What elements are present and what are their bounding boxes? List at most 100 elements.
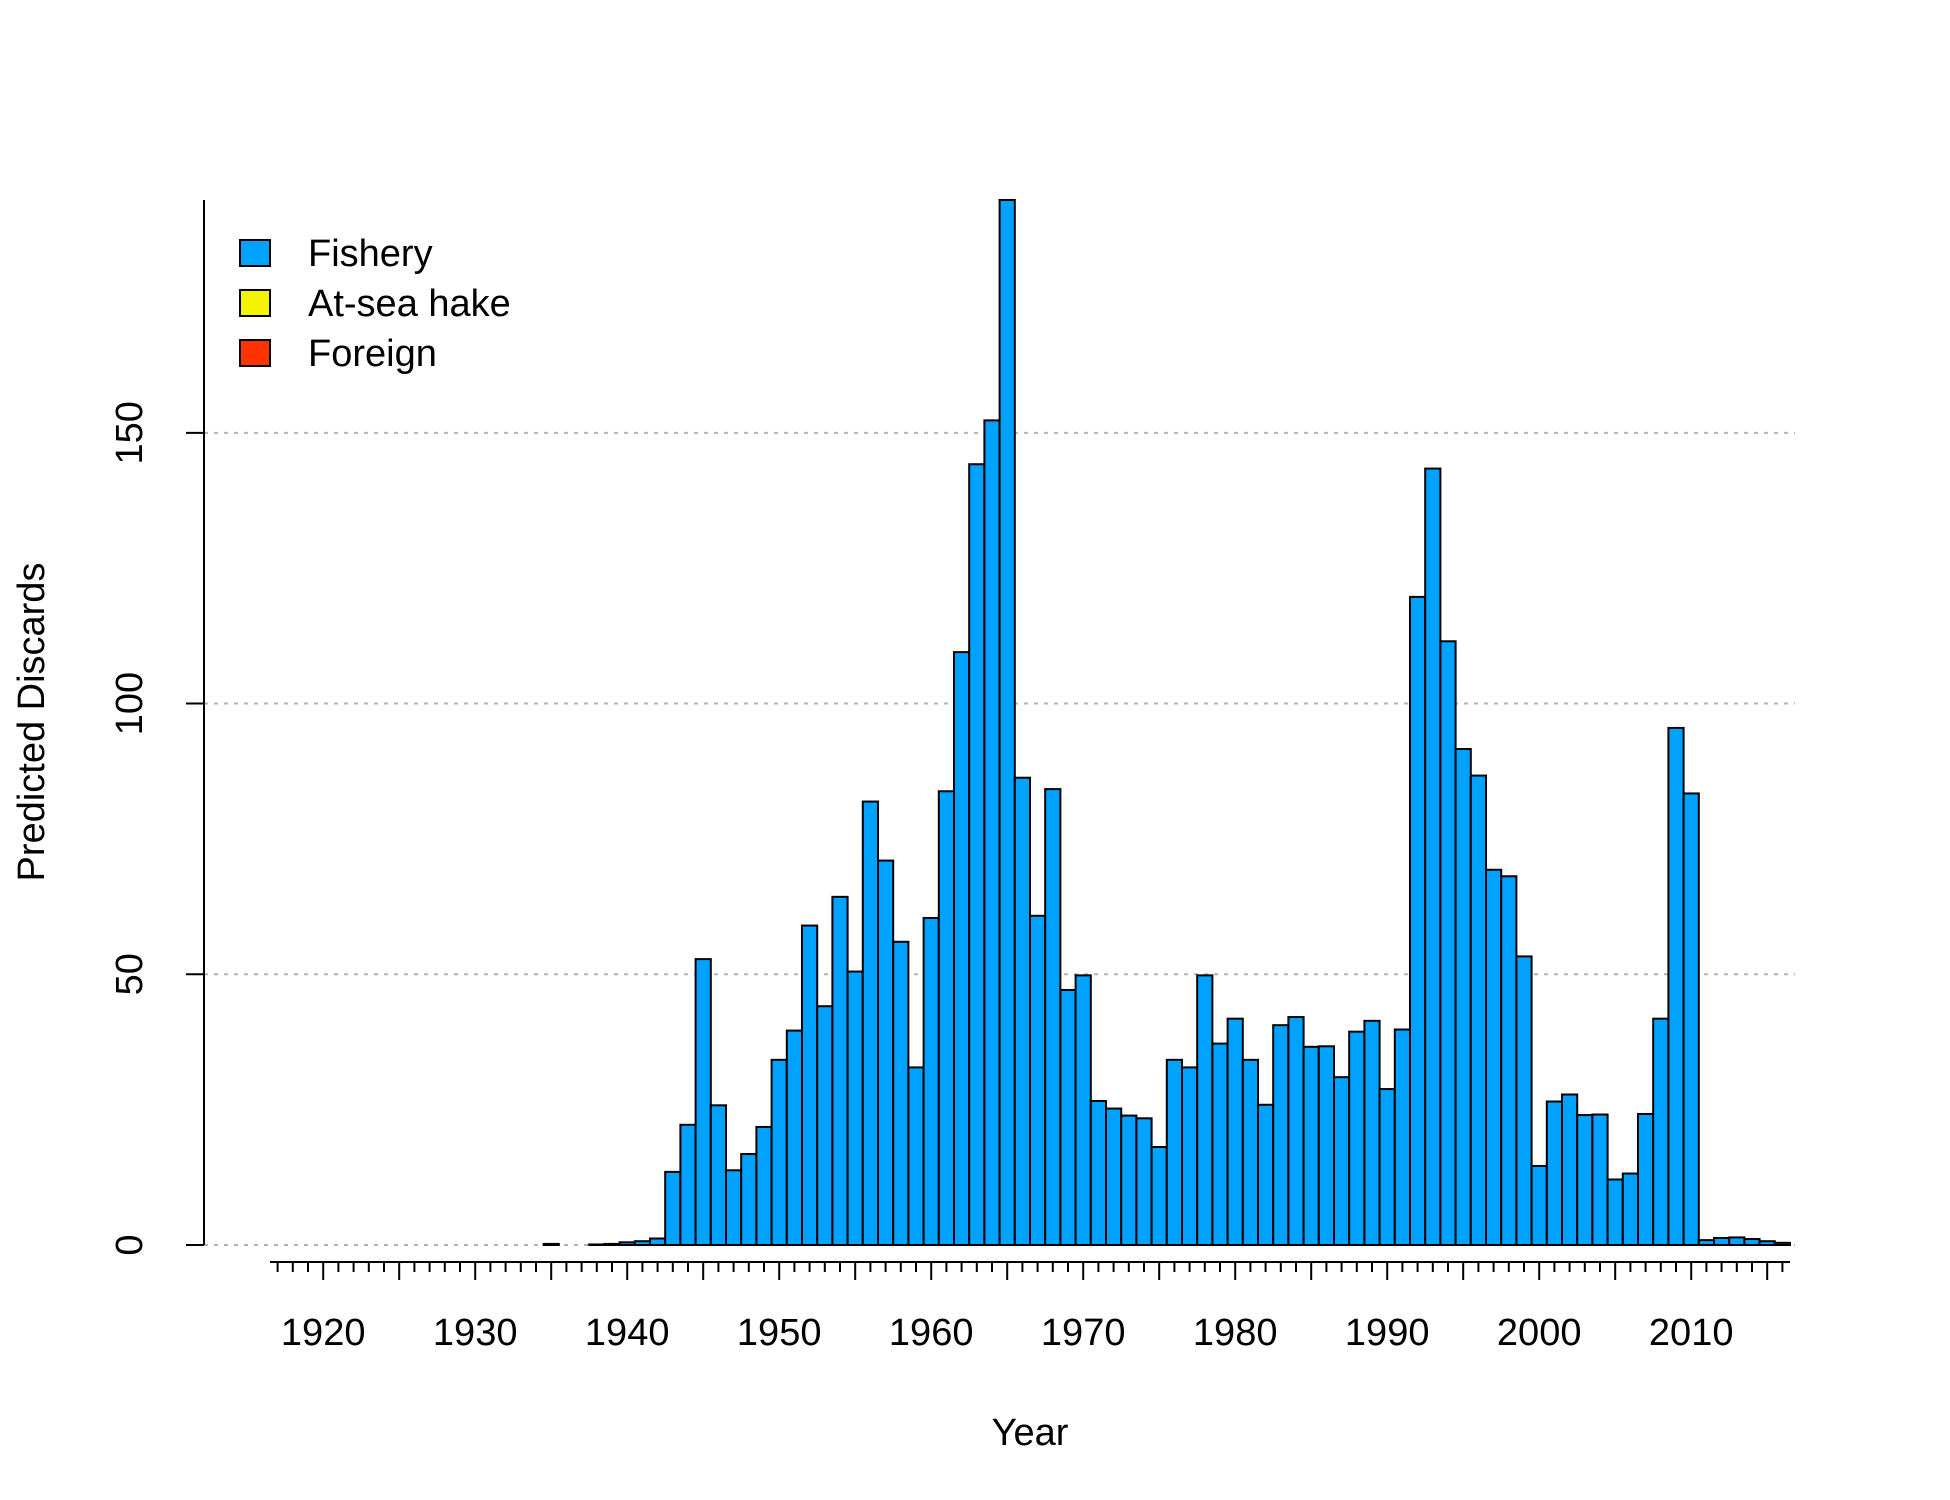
bar bbox=[1393, 1028, 1412, 1246]
bar bbox=[755, 1125, 773, 1247]
bar bbox=[1165, 1058, 1184, 1247]
y-tick-label: 0 bbox=[109, 1234, 151, 1255]
ticks: 1920 1930 1940 1950 1960 1970 1980 1990 2000 2010… bbox=[109, 401, 1784, 1354]
bar bbox=[1302, 1045, 1320, 1246]
bar bbox=[1226, 1017, 1244, 1247]
bar bbox=[1713, 1236, 1731, 1247]
x-tick-label: 1940 bbox=[585, 1312, 670, 1354]
x-axis-title: Year bbox=[992, 1412, 1069, 1454]
bar bbox=[1196, 974, 1214, 1246]
bar bbox=[1561, 1093, 1579, 1246]
bar bbox=[1758, 1240, 1776, 1246]
bar bbox=[998, 199, 1016, 1246]
bar bbox=[1515, 955, 1533, 1246]
bar bbox=[1469, 774, 1488, 1247]
bar bbox=[892, 940, 910, 1246]
x-tick-label: 1980 bbox=[1193, 1312, 1278, 1354]
bar bbox=[1120, 1114, 1138, 1246]
bar bbox=[816, 1005, 834, 1246]
bar bbox=[1317, 1045, 1336, 1247]
y-tick-label: 50 bbox=[109, 953, 151, 995]
bar bbox=[770, 1058, 788, 1247]
y-tick-label: 150 bbox=[109, 401, 151, 464]
bar bbox=[542, 1242, 560, 1247]
y-tick-label: 100 bbox=[109, 672, 151, 735]
bar bbox=[1606, 1178, 1624, 1247]
bar bbox=[1105, 1107, 1123, 1247]
bar bbox=[633, 1240, 651, 1246]
bar bbox=[1682, 792, 1700, 1246]
bar bbox=[1378, 1088, 1396, 1246]
bar bbox=[1272, 1024, 1290, 1247]
bar bbox=[1074, 974, 1092, 1246]
x-tick-label: 1970 bbox=[1041, 1312, 1126, 1354]
bar bbox=[1637, 1112, 1655, 1246]
bar bbox=[1500, 875, 1518, 1246]
bar bbox=[1333, 1076, 1351, 1247]
bar bbox=[1652, 1017, 1670, 1247]
y-axis-title: Predicted Discards bbox=[11, 563, 53, 882]
bar bbox=[1135, 1117, 1153, 1247]
bar bbox=[1773, 1241, 1792, 1247]
bar bbox=[1743, 1238, 1761, 1247]
bar bbox=[1059, 988, 1077, 1246]
bar bbox=[1454, 748, 1472, 1246]
bar bbox=[1728, 1236, 1746, 1246]
bar bbox=[1211, 1042, 1229, 1247]
bar bbox=[1241, 1058, 1260, 1247]
bar bbox=[740, 1153, 758, 1246]
bar bbox=[603, 1242, 621, 1247]
bar bbox=[1089, 1099, 1108, 1247]
bar bbox=[709, 1104, 727, 1246]
bar bbox=[1348, 1030, 1366, 1246]
bar bbox=[664, 1170, 682, 1247]
bar bbox=[1697, 1239, 1716, 1247]
bar bbox=[1044, 788, 1062, 1246]
x-tick-label: 1950 bbox=[737, 1312, 822, 1354]
bar bbox=[1439, 640, 1457, 1246]
bar bbox=[877, 859, 895, 1246]
bar bbox=[1029, 914, 1047, 1246]
bar bbox=[1409, 595, 1427, 1246]
bar bbox=[1591, 1113, 1609, 1247]
bar bbox=[649, 1237, 667, 1246]
bar bbox=[1013, 776, 1031, 1246]
bar bbox=[1363, 1019, 1381, 1246]
bars bbox=[542, 199, 1792, 1247]
bar bbox=[953, 651, 971, 1246]
x-tick-label: 2000 bbox=[1497, 1312, 1582, 1354]
x-tick-label: 2010 bbox=[1649, 1312, 1734, 1354]
bar bbox=[725, 1169, 743, 1246]
bar bbox=[588, 1243, 606, 1246]
bar bbox=[1667, 726, 1685, 1246]
legend-label: Fishery bbox=[308, 233, 433, 275]
x-tick-label: 1930 bbox=[433, 1312, 518, 1354]
legend-swatch bbox=[239, 239, 271, 267]
bar bbox=[983, 419, 1001, 1246]
bar bbox=[1424, 467, 1442, 1246]
legend-swatch bbox=[239, 339, 271, 367]
bar bbox=[1257, 1103, 1275, 1247]
bar bbox=[1576, 1114, 1594, 1246]
legend-label: At-sea hake bbox=[308, 283, 511, 325]
x-tick-label: 1990 bbox=[1345, 1312, 1430, 1354]
x-tick-label: 1960 bbox=[889, 1312, 974, 1354]
bar bbox=[846, 970, 864, 1247]
bar bbox=[801, 924, 819, 1247]
bar bbox=[831, 895, 849, 1247]
legend-swatch bbox=[239, 289, 271, 317]
legend-label: Foreign bbox=[308, 333, 437, 375]
bar bbox=[1150, 1145, 1168, 1247]
bar bbox=[922, 916, 940, 1246]
bar bbox=[1181, 1066, 1199, 1247]
bar bbox=[1530, 1164, 1548, 1247]
bar bbox=[679, 1123, 697, 1247]
legend: Fishery At-sea hake Foreign bbox=[239, 233, 511, 375]
bar bbox=[1621, 1172, 1640, 1246]
bar bbox=[785, 1029, 803, 1246]
bar bbox=[694, 958, 712, 1247]
bar bbox=[618, 1241, 636, 1246]
x-tick-label: 1920 bbox=[281, 1312, 366, 1354]
